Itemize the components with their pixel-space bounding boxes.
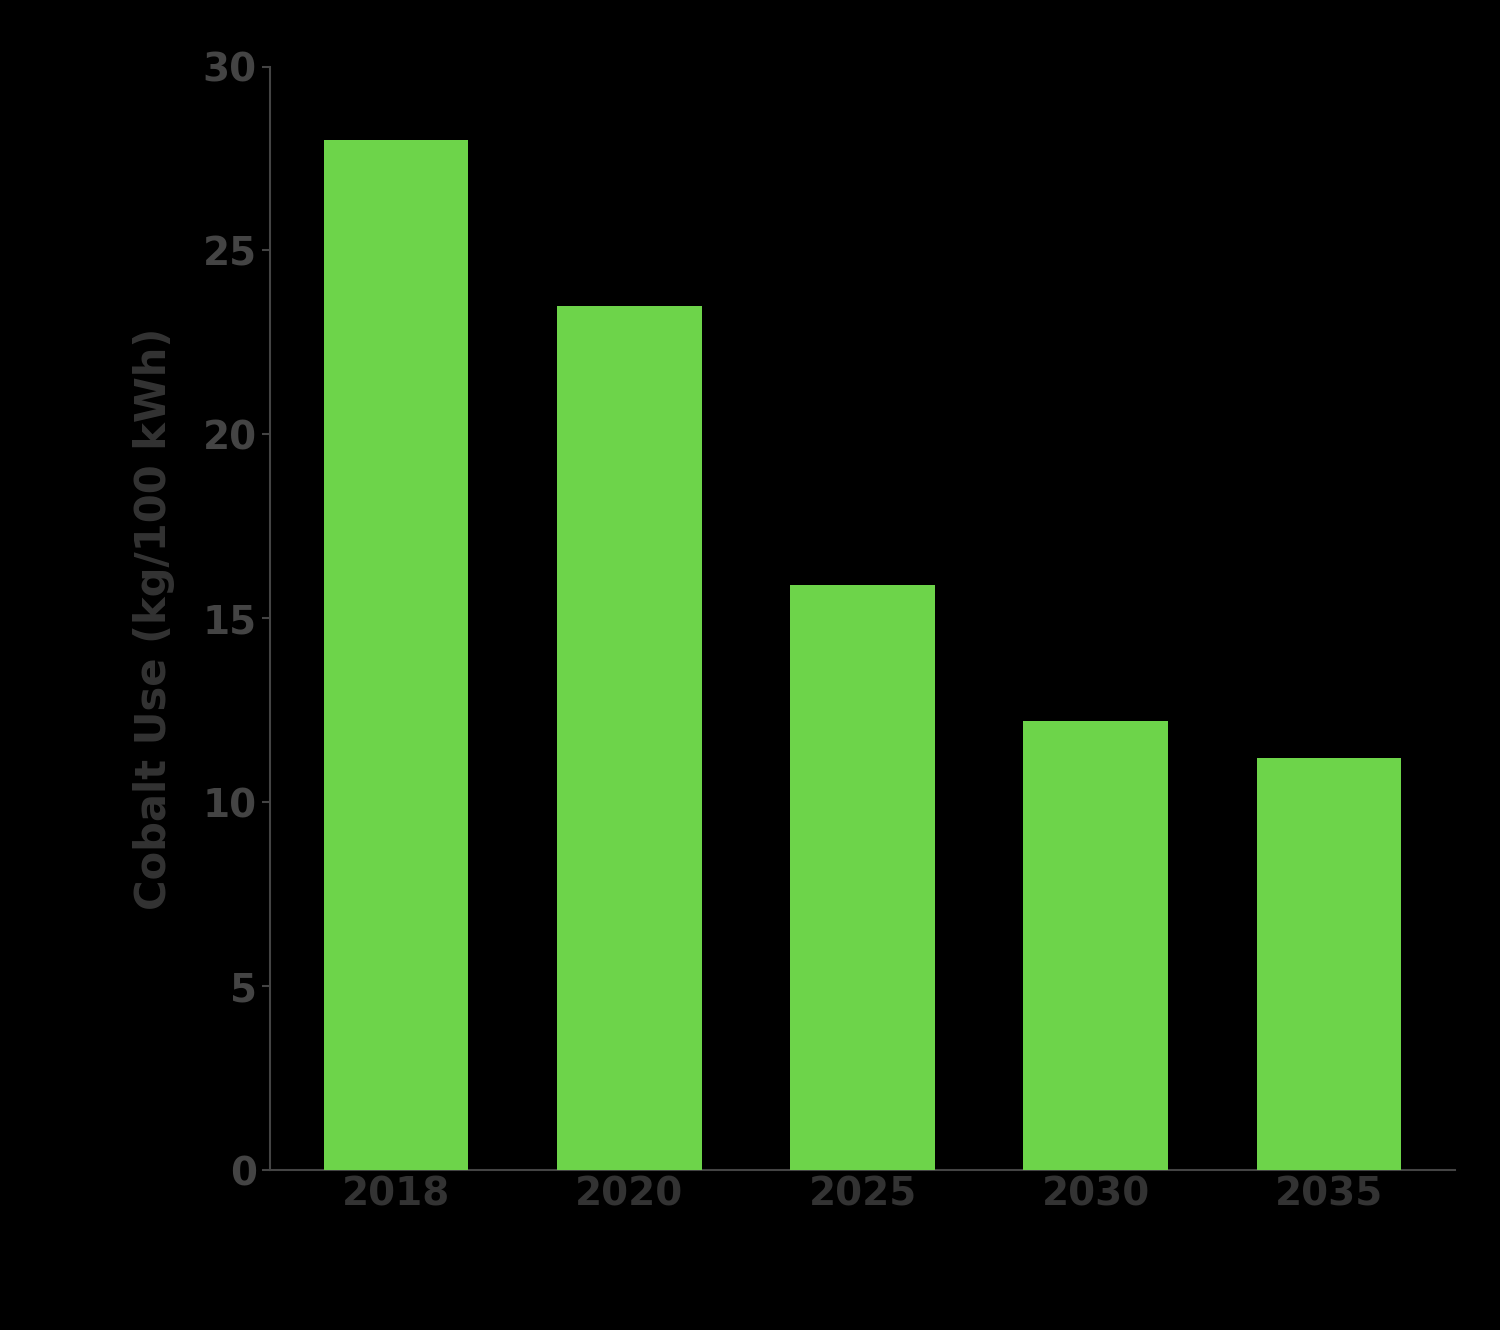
Bar: [1257, 758, 1401, 1170]
Y-axis label: Cobalt Use (kg/100 kWh): Cobalt Use (kg/100 kWh): [134, 327, 176, 910]
Bar: [790, 585, 934, 1170]
Bar: [324, 140, 468, 1170]
Bar: [1023, 721, 1168, 1170]
Bar: [556, 306, 702, 1170]
